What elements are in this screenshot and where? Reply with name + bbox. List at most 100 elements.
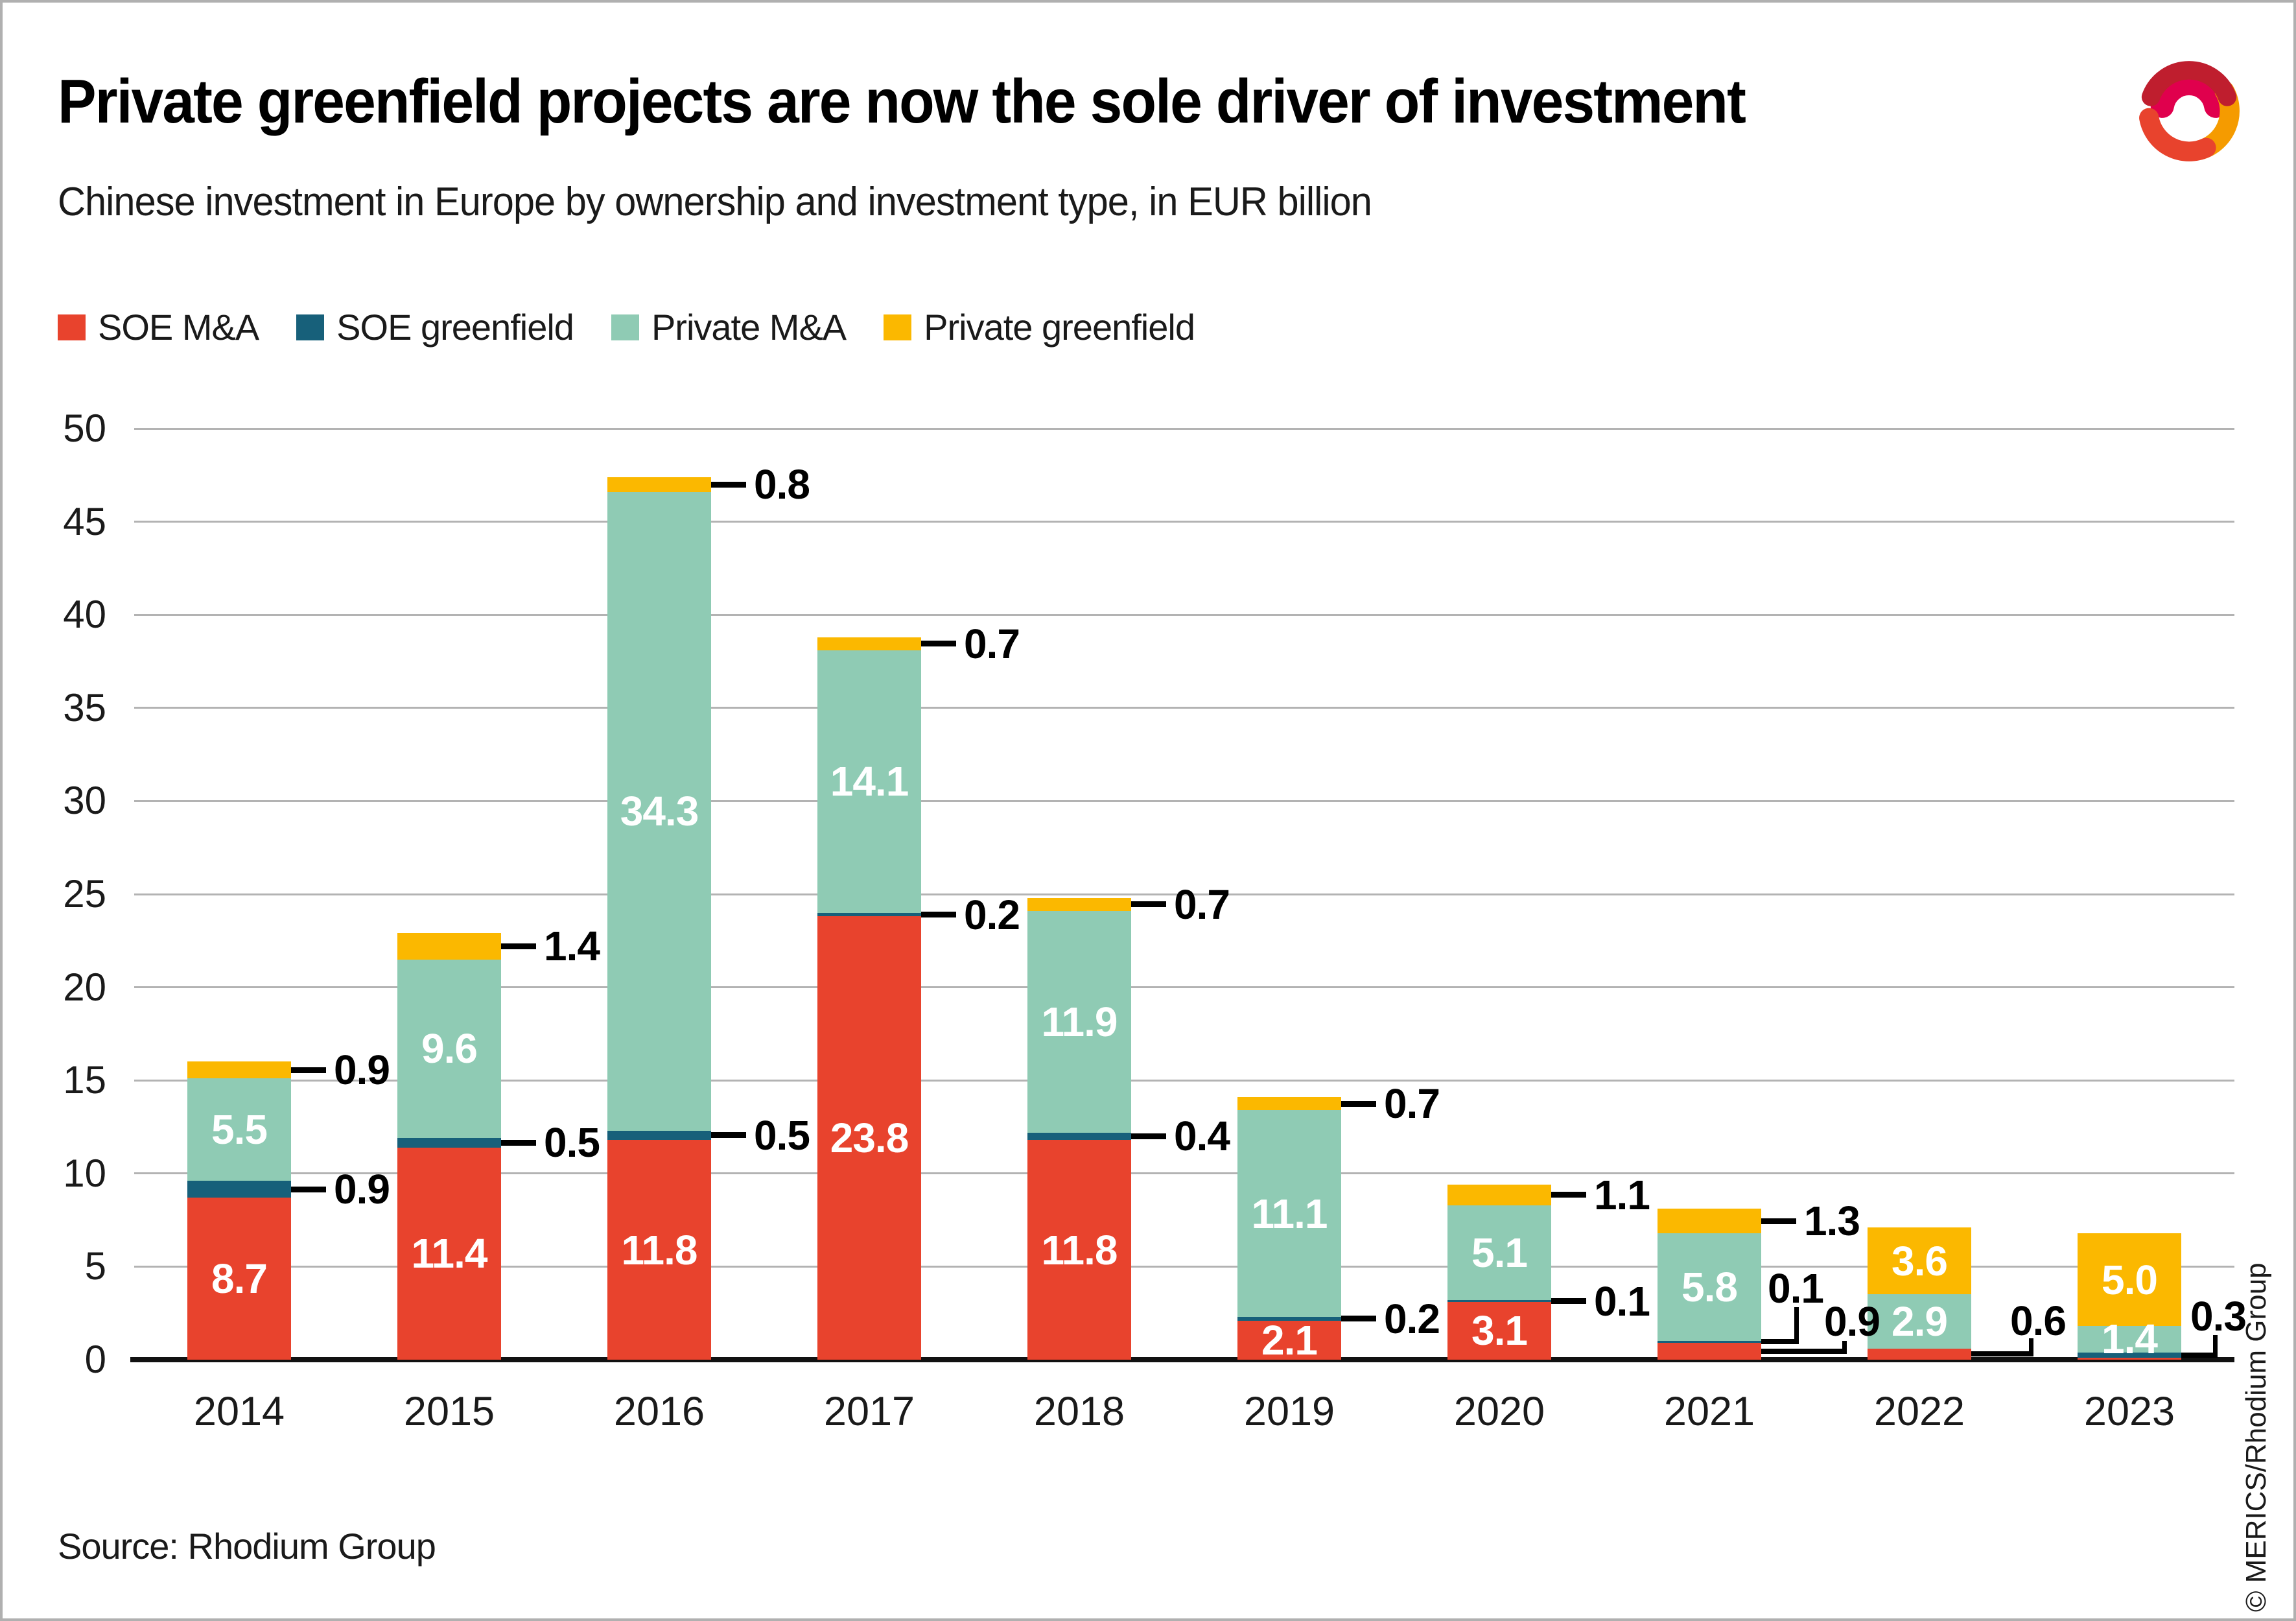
callout-line-soe-greenfield-2021: [1761, 1339, 1799, 1344]
bar-segment-soe-m-a-2022: [1868, 1348, 1971, 1360]
callout-line-private-greenfield-2019: [1341, 1100, 1376, 1107]
y-axis-label-5: 5: [84, 1244, 106, 1288]
bar-segment-soe-greenfield-2018: [1027, 1132, 1131, 1141]
bar-segment-private-greenfield-2014: [187, 1061, 291, 1079]
y-axis-label-20: 20: [63, 965, 106, 1009]
bar-value-label-private-m-a-2014: 5.5: [211, 1106, 268, 1154]
source-note: Source: Rhodium Group: [58, 1526, 436, 1567]
bar-segment-private-m-a-2020: [1447, 1205, 1551, 1301]
x-axis-label-2014: 2014: [193, 1389, 285, 1434]
callout-line-soe-greenfield-2016: [711, 1132, 746, 1139]
bar-segment-private-m-a-2023: [2078, 1326, 2181, 1353]
callout-line-private-greenfield-2021: [1761, 1218, 1796, 1224]
legend-swatch-private-m-a: [611, 314, 639, 340]
copyright-note: © MERICS/Rhodium Group: [2240, 1262, 2272, 1612]
callout-label-private-greenfield-2015: 1.4: [544, 923, 600, 970]
bar-value-label-private-m-a-2019: 11.1: [1251, 1190, 1328, 1237]
bar-segment-private-greenfield-2017: [817, 637, 921, 650]
bar-value-label-private-m-a-2017: 14.1: [830, 758, 909, 805]
x-axis-label-2018: 2018: [1033, 1389, 1125, 1434]
legend-label-private-greenfield: Private greenfield: [924, 307, 1195, 348]
callout-label-soe-greenfield-2015: 0.5: [544, 1119, 600, 1166]
y-axis-label-15: 15: [63, 1058, 106, 1102]
legend-label-soe-greenfield: SOE greenfield: [336, 307, 574, 348]
gridline-40: [134, 613, 2234, 616]
x-axis-label-2015: 2015: [403, 1389, 495, 1434]
callout-line-soe-greenfield-2017: [921, 912, 956, 918]
callout-label-private-greenfield-2020: 1.1: [1594, 1171, 1650, 1218]
page-subtitle: Chinese investment in Europe by ownershi…: [58, 180, 1372, 224]
bar-segment-private-greenfield-2019: [1237, 1097, 1341, 1111]
callout-line-soe-greenfield-2019: [1341, 1316, 1376, 1322]
gridline-5: [134, 1265, 2234, 1268]
bar-segment-private-m-a-2022: [1868, 1294, 1971, 1349]
logo-arc-magenta: [2150, 71, 2228, 118]
callout-line-soe-greenfield-2020: [1551, 1298, 1586, 1305]
gridline-10: [134, 1172, 2234, 1175]
bar-value-label-soe-m-a-2020: 3.1: [1471, 1307, 1528, 1355]
bar-value-label-private-m-a-2021: 5.8: [1681, 1263, 1738, 1310]
y-axis-label-10: 10: [63, 1151, 106, 1195]
bar-value-label-soe-m-a-2017: 23.8: [830, 1115, 909, 1162]
callout-label-private-greenfield-2019: 0.7: [1384, 1080, 1440, 1128]
bar-value-label-private-m-a-2018: 11.9: [1041, 998, 1118, 1045]
y-axis-label-45: 45: [63, 499, 106, 543]
callout-line-soe-m-a-2021: [1761, 1349, 1847, 1354]
x-axis-label-2016: 2016: [613, 1389, 705, 1434]
bar-segment-private-greenfield-2022: [1868, 1227, 1971, 1295]
gridline-45: [134, 521, 2234, 523]
legend-label-private-m-a: Private M&A: [651, 307, 847, 348]
bar-value-label-soe-m-a-2018: 11.8: [1041, 1226, 1118, 1273]
callout-line-private-greenfield-2018: [1131, 901, 1166, 908]
legend-item-soe-m-a: SOE M&A: [58, 306, 259, 348]
page-title: Private greenfield projects are now the …: [58, 67, 1746, 136]
bar-segment-private-m-a-2019: [1237, 1110, 1341, 1317]
bar-segment-soe-greenfield-2020: [1447, 1300, 1551, 1302]
bar-segment-soe-greenfield-2017: [817, 912, 921, 917]
callout-label-private-greenfield-2018: 0.7: [1174, 881, 1230, 928]
bar-segment-soe-greenfield-2019: [1237, 1316, 1341, 1321]
callout-label-soe-greenfield-2023: 0.3: [2190, 1293, 2247, 1340]
bar-segment-private-greenfield-2015: [397, 933, 501, 960]
callout-label-soe-greenfield-2018: 0.4: [1174, 1113, 1230, 1160]
logo-arc-red: [2139, 108, 2216, 161]
callout-line-soe-greenfield-2014: [291, 1186, 326, 1192]
bar-segment-soe-greenfield-2014: [187, 1181, 291, 1198]
callout-label-soe-greenfield-2020: 0.1: [1594, 1277, 1650, 1325]
bar-segment-soe-greenfield-2015: [397, 1138, 501, 1148]
bar-segment-soe-m-a-2015: [397, 1147, 501, 1360]
legend-label-soe-m-a: SOE M&A: [98, 307, 259, 348]
bar-segment-private-greenfield-2020: [1447, 1185, 1551, 1205]
callout-elbow-soe-m-a-2021: [1842, 1341, 1847, 1354]
y-axis-label-25: 25: [63, 872, 106, 916]
bar-segment-soe-m-a-2014: [187, 1198, 291, 1360]
bar-segment-soe-m-a-2020: [1447, 1301, 1551, 1360]
bar-segment-soe-m-a-2016: [607, 1140, 711, 1360]
bar-value-label-soe-m-a-2016: 11.8: [621, 1226, 697, 1273]
bar-value-label-private-m-a-2020: 5.1: [1471, 1229, 1528, 1276]
callout-elbow-soe-greenfield-2023: [2213, 1335, 2218, 1358]
bar-value-label-soe-m-a-2019: 2.1: [1261, 1316, 1318, 1364]
bar-segment-soe-m-a-2021: [1658, 1343, 1761, 1360]
callout-label-private-greenfield-2014: 0.9: [334, 1047, 390, 1094]
legend-swatch-private-greenfield: [884, 314, 912, 340]
callout-line-soe-m-a-2022: [1971, 1351, 2033, 1356]
legend-swatch-soe-m-a: [58, 314, 86, 340]
bar-segment-private-greenfield-2021: [1658, 1209, 1761, 1233]
callout-label-soe-greenfield-2016: 0.5: [754, 1111, 810, 1159]
gridline-25: [134, 893, 2234, 895]
y-axis-label-50: 50: [63, 407, 106, 450]
logo-arc-crimson: [2141, 61, 2237, 106]
gridline-20: [134, 986, 2234, 989]
callout-elbow-soe-m-a-2022: [2029, 1338, 2033, 1356]
callout-elbow-soe-greenfield-2021: [1794, 1307, 1799, 1344]
bar-segment-soe-m-a-2019: [1237, 1320, 1341, 1360]
callout-label-soe-m-a-2021: 0.9: [1824, 1298, 1880, 1345]
callout-label-private-greenfield-2016: 0.8: [754, 461, 810, 508]
bar-segment-private-greenfield-2018: [1027, 897, 1131, 911]
bar-segment-soe-greenfield-2023: [2078, 1352, 2181, 1358]
y-axis-label-35: 35: [63, 685, 106, 729]
x-axis-label-2022: 2022: [1873, 1389, 1965, 1434]
bar-value-label-private-greenfield-2022: 3.6: [1892, 1237, 1948, 1284]
